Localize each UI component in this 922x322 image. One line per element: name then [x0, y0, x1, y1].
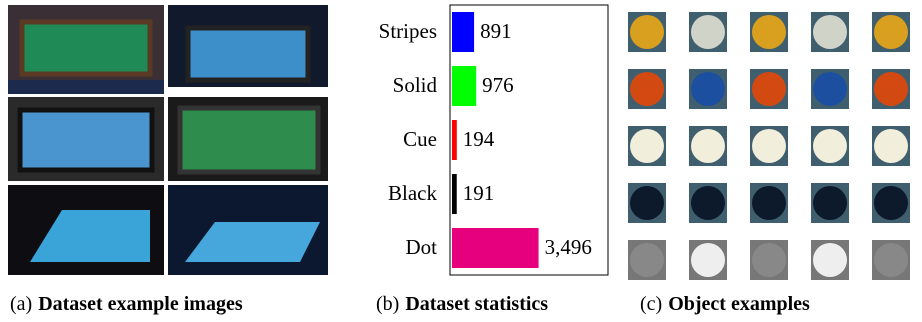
value-label: 191 [463, 181, 495, 205]
ball [813, 243, 847, 277]
ball [874, 129, 908, 163]
ball [813, 15, 847, 49]
ball [691, 243, 725, 277]
ball [752, 15, 786, 49]
bar [452, 228, 539, 268]
bar [452, 174, 457, 214]
caption-label: (c) [640, 293, 662, 315]
ball [752, 129, 786, 163]
ball [630, 243, 664, 277]
ball [813, 129, 847, 163]
caption: (b) Dataset statistics [376, 293, 548, 315]
category-label: Solid [393, 73, 438, 97]
ball [691, 72, 725, 106]
category-label: Cue [403, 127, 437, 151]
ball [874, 15, 908, 49]
caption-label: (b) [376, 293, 399, 315]
caption-text: Dataset example images [38, 293, 243, 315]
ball [874, 72, 908, 106]
category-label: Stripes [379, 19, 437, 43]
category-label: Black [388, 181, 437, 205]
ball [752, 243, 786, 277]
bar [452, 12, 475, 52]
ball [630, 72, 664, 106]
value-label: 976 [482, 73, 513, 97]
caption-label: (a) [10, 293, 32, 315]
ball [691, 186, 725, 220]
ball [874, 243, 908, 277]
value-label: 3,496 [545, 235, 592, 259]
caption-text: Object examples [668, 293, 810, 315]
ball [752, 72, 786, 106]
value-label: 194 [463, 127, 495, 151]
ball [813, 72, 847, 106]
ball [630, 129, 664, 163]
ball [813, 186, 847, 220]
bar [452, 66, 477, 106]
caption-text: Dataset statistics [405, 293, 548, 315]
category-label: Dot [406, 235, 438, 259]
ball [630, 15, 664, 49]
ball [691, 129, 725, 163]
value-label: 891 [480, 19, 512, 43]
ball [630, 186, 664, 220]
ball [691, 15, 725, 49]
caption: (a) Dataset example images [10, 293, 243, 315]
example-images [8, 5, 328, 275]
bar [452, 120, 457, 160]
plot-frame [449, 4, 609, 276]
ball [752, 186, 786, 220]
caption: (c) Object examples [640, 293, 810, 315]
object-examples [628, 12, 910, 280]
ball [874, 186, 908, 220]
